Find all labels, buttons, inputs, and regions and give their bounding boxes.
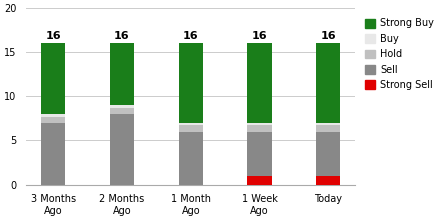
Bar xyxy=(110,108,134,114)
Text: 16: 16 xyxy=(114,31,130,41)
Bar xyxy=(41,123,65,185)
Bar xyxy=(316,132,340,176)
Bar xyxy=(247,176,271,185)
Bar xyxy=(247,125,271,132)
Text: 16: 16 xyxy=(45,31,61,41)
Bar xyxy=(247,43,271,123)
Bar xyxy=(41,43,65,114)
Text: 16: 16 xyxy=(252,31,267,41)
Bar xyxy=(316,123,340,125)
Bar xyxy=(179,123,203,125)
Bar xyxy=(316,176,340,185)
Bar xyxy=(110,105,134,108)
Bar xyxy=(110,114,134,185)
Bar xyxy=(247,132,271,176)
Text: 16: 16 xyxy=(320,31,336,41)
Bar xyxy=(179,132,203,185)
Bar xyxy=(179,125,203,132)
Bar xyxy=(41,117,65,123)
Bar xyxy=(179,43,203,123)
Bar xyxy=(41,114,65,117)
Legend: Strong Buy, Buy, Hold, Sell, Strong Sell: Strong Buy, Buy, Hold, Sell, Strong Sell xyxy=(363,16,436,92)
Bar xyxy=(316,43,340,123)
Bar xyxy=(316,125,340,132)
Text: 16: 16 xyxy=(183,31,198,41)
Bar xyxy=(110,43,134,105)
Bar xyxy=(247,123,271,125)
